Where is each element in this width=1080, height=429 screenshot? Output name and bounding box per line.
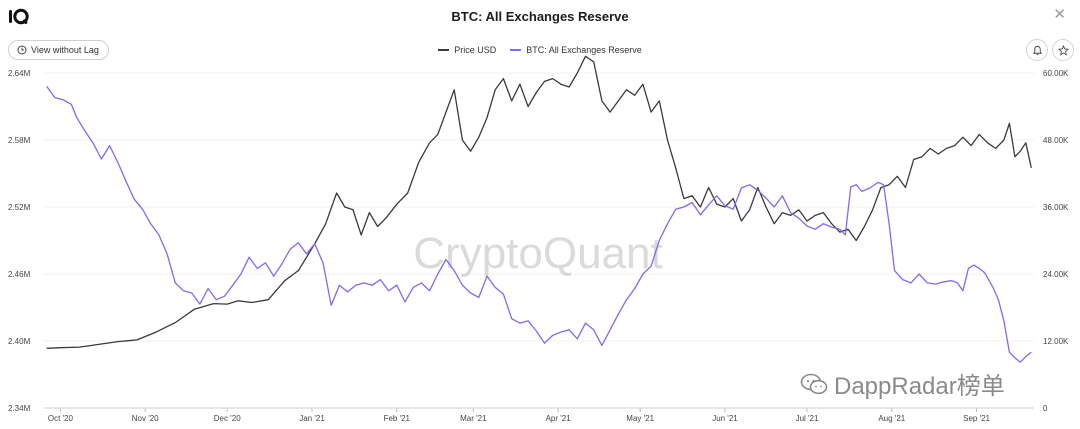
legend-swatch-reserve: [510, 49, 522, 51]
left-axis-tick-label: 2.58M: [8, 136, 31, 145]
legend-label-reserve: BTC: All Exchanges Reserve: [526, 45, 642, 55]
right-axis-tick-label: 24.00K: [1043, 270, 1069, 279]
left-axis: 2.34M 2.40M 2.46M 2.52M 2.58M 2.64M: [8, 69, 31, 413]
right-axis-tick-label: 0: [1043, 404, 1048, 413]
x-axis-tick-label: Mar '21: [460, 414, 487, 423]
chart-legend: Price USD BTC: All Exchanges Reserve: [0, 45, 1080, 55]
x-axis-tick-label: May '21: [626, 414, 654, 423]
legend-item-reserve[interactable]: BTC: All Exchanges Reserve: [510, 45, 642, 55]
close-icon[interactable]: ✕: [1053, 6, 1066, 23]
x-axis-tick-label: Feb '21: [384, 414, 411, 423]
dappradar-watermark: DappRadar榜单: [800, 366, 1005, 401]
x-axis-tick-label: Jan '21: [299, 414, 325, 423]
view-without-lag-label: View without Lag: [31, 45, 99, 55]
cryptoquant-logo-icon: [9, 8, 29, 25]
view-without-lag-button[interactable]: View without Lag: [8, 40, 109, 60]
legend-item-price[interactable]: Price USD: [438, 45, 496, 55]
left-axis-tick-label: 2.64M: [8, 69, 31, 78]
bell-icon: [1032, 45, 1042, 55]
star-icon: [1057, 44, 1069, 56]
x-axis-tick-label: Jul '21: [796, 414, 819, 423]
dappradar-watermark-text: DappRadar榜单: [834, 373, 1005, 400]
x-axis-tick-label: Jun '21: [712, 414, 738, 423]
right-axis: 0 12.00K 24.00K 36.00K 48.00K 60.00K: [1043, 69, 1069, 413]
watermark-text: CryptoQuant: [413, 229, 662, 278]
series-line-exchange-reserve: [46, 86, 1032, 363]
x-axis-tick-label: Oct '20: [48, 414, 74, 423]
wechat-icon: [800, 373, 828, 394]
series-layer: [46, 55, 1032, 363]
left-axis-tick-label: 2.46M: [8, 270, 31, 279]
right-axis-tick-label: 36.00K: [1043, 203, 1069, 212]
left-axis-tick-label: 2.34M: [8, 404, 31, 413]
x-axis-tick-label: Apr '21: [546, 414, 572, 423]
right-axis-tick-label: 12.00K: [1043, 337, 1069, 346]
favorite-button[interactable]: [1052, 39, 1074, 61]
legend-label-price: Price USD: [454, 45, 497, 55]
x-axis-tick-label: Aug '21: [878, 414, 905, 423]
left-axis-tick-label: 2.40M: [8, 337, 31, 346]
alert-button[interactable]: [1026, 39, 1048, 61]
x-axis-tick-label: Dec '20: [214, 414, 241, 423]
x-axis-tick-label: Nov '20: [132, 414, 159, 423]
clock-icon: [17, 45, 27, 55]
x-axis: Oct '20 Nov '20 Dec '20 Jan '21 Feb '21 Mar '…: [44, 407, 1034, 423]
chart-title: BTC: All Exchanges Reserve: [451, 9, 629, 24]
right-axis-tick-label: 48.00K: [1043, 136, 1069, 145]
series-line-price-usd: [46, 55, 1032, 349]
right-axis-tick-label: 60.00K: [1043, 69, 1069, 78]
left-axis-tick-label: 2.52M: [8, 203, 31, 212]
x-axis-tick-label: Sep '21: [963, 414, 990, 423]
legend-swatch-price: [438, 49, 450, 51]
